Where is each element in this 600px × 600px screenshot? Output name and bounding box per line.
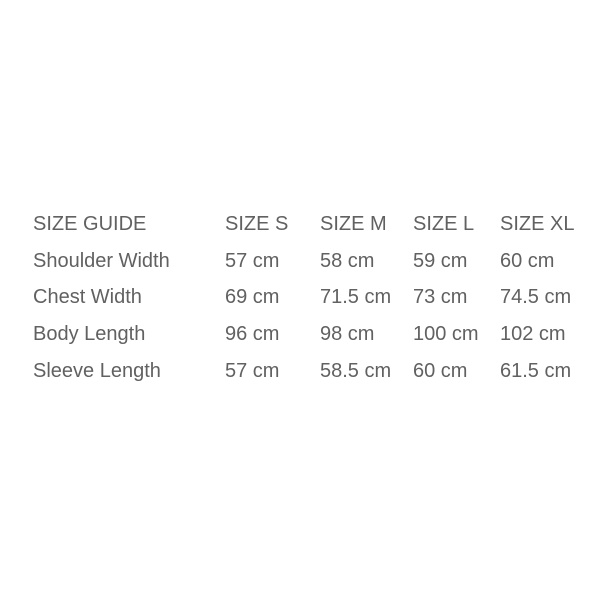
measurement-value: 96 cm xyxy=(225,323,280,346)
measurement-value: 58 cm xyxy=(320,249,375,272)
measurement-value: 57 cm xyxy=(225,249,280,272)
measurement-value: 98 cm xyxy=(320,323,375,346)
row-label-shoulder-width: Shoulder Width xyxy=(33,249,170,272)
measurement-value: 74.5 cm xyxy=(500,286,572,309)
measurement-value: 73 cm xyxy=(413,286,468,309)
measurement-value: 71.5 cm xyxy=(320,286,392,309)
measurement-value: 59 cm xyxy=(413,249,468,272)
row-label-chest-width: Chest Width xyxy=(33,286,142,309)
measurement-value: 58.5 cm xyxy=(320,359,392,382)
col-header-size-guide: SIZE GUIDE xyxy=(33,213,147,236)
measurement-value: 60 cm xyxy=(413,359,468,382)
col-header-size-m: SIZE M xyxy=(320,213,387,236)
row-label-sleeve-length: Sleeve Length xyxy=(33,359,161,382)
col-header-size-xl: SIZE XL xyxy=(500,213,575,236)
col-header-size-l: SIZE L xyxy=(413,213,475,236)
measurement-value: 61.5 cm xyxy=(500,359,572,382)
measurement-value: 69 cm xyxy=(225,286,280,309)
row-label-body-length: Body Length xyxy=(33,323,146,346)
col-header-size-s: SIZE S xyxy=(225,213,289,236)
measurement-value: 100 cm xyxy=(413,323,479,346)
measurement-value: 102 cm xyxy=(500,323,566,346)
measurement-value: 57 cm xyxy=(225,359,280,382)
size-guide-table: SIZE GUIDE SIZE S SIZE M SIZE L SIZE XL … xyxy=(33,206,575,389)
measurement-value: 60 cm xyxy=(500,249,555,272)
